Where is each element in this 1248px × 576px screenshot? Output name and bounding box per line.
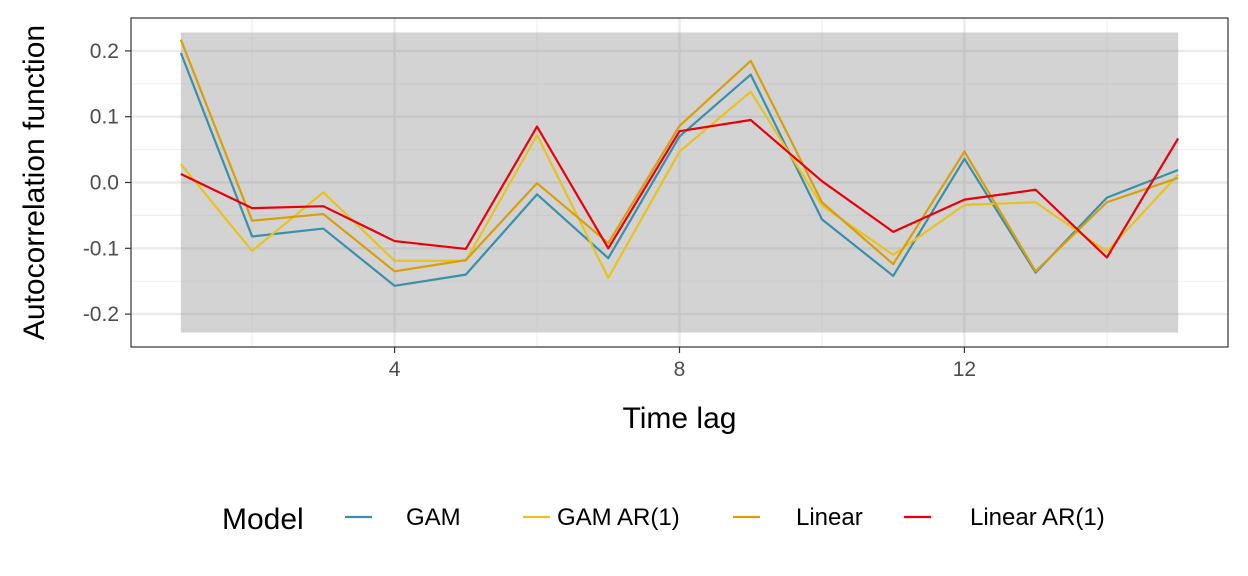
x-tick-label: 12: [953, 358, 976, 381]
legend-label-gam: GAM: [406, 504, 461, 531]
legend-label-linear: Linear: [796, 504, 863, 531]
y-axis: 0.2 0.1 0.0 -0.1 -0.2: [83, 40, 131, 326]
series-line-gam-ar-1: [180, 90, 1179, 280]
x-tick-label: 4: [389, 358, 401, 381]
y-tick-label: 0.1: [90, 106, 119, 129]
legend: Model GAM GAM AR(1) Linear Linear AR(1): [222, 503, 1105, 536]
x-axis-title: Time lag: [623, 402, 737, 435]
y-tick-label: 0.2: [90, 40, 119, 63]
y-tick-label: 0.0: [90, 172, 119, 195]
legend-title: Model: [222, 503, 304, 536]
y-tick-label: -0.1: [83, 237, 119, 260]
y-tick-label: -0.2: [83, 303, 119, 326]
series-line-linear-ar-1: [180, 118, 1180, 259]
x-tick-label: 8: [674, 358, 686, 381]
legend-label-linear-ar-1: Linear AR(1): [970, 504, 1105, 531]
y-axis-title: Autocorrelation function: [18, 25, 51, 340]
series-lines: [179, 39, 1180, 287]
series-line-linear: [179, 39, 1179, 273]
series-line-gam: [179, 52, 1179, 287]
x-axis: 4 8 12: [389, 347, 976, 381]
legend-label-gam-ar-1: GAM AR(1): [557, 504, 680, 531]
